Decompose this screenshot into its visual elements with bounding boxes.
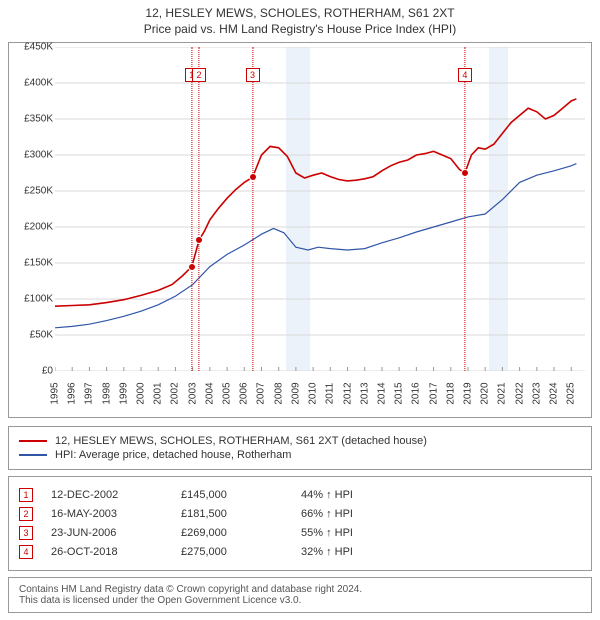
- attribution-footer: Contains HM Land Registry data © Crown c…: [8, 577, 592, 613]
- x-axis-label: 2006: [239, 382, 250, 404]
- x-axis-label: 2005: [222, 382, 233, 404]
- legend-swatch: [19, 440, 47, 442]
- sale-row: 1 12-DEC-2002£145,00044% ↑ HPI: [19, 488, 581, 502]
- sale-marker-box: 2: [192, 68, 206, 82]
- legend-label: HPI: Average price, detached house, Roth…: [55, 449, 291, 461]
- sale-hpi-delta: 66% ↑ HPI: [301, 508, 411, 520]
- x-axis-label: 1996: [67, 382, 78, 404]
- footer-line1: Contains HM Land Registry data © Crown c…: [19, 584, 581, 595]
- sale-marker-dot: [188, 263, 196, 271]
- sale-marker-dot: [461, 169, 469, 177]
- x-axis-label: 2011: [325, 383, 336, 405]
- x-axis-label: 2014: [376, 382, 387, 404]
- x-axis-label: 2010: [308, 382, 319, 404]
- x-axis-label: 2009: [290, 382, 301, 404]
- x-axis-label: 2016: [411, 382, 422, 404]
- x-axis-label: 2023: [531, 382, 542, 404]
- legend-label: 12, HESLEY MEWS, SCHOLES, ROTHERHAM, S61…: [55, 435, 427, 447]
- chart-title-line1: 12, HESLEY MEWS, SCHOLES, ROTHERHAM, S61…: [8, 6, 592, 20]
- x-axis-label: 2004: [204, 382, 215, 404]
- y-axis-label: £400K: [11, 78, 53, 89]
- x-axis-label: 2021: [497, 382, 508, 404]
- x-axis-label: 2020: [480, 382, 491, 404]
- x-axis-label: 2003: [187, 382, 198, 404]
- sale-marker-dot: [249, 173, 257, 181]
- x-axis-label: 2018: [445, 382, 456, 404]
- legend-item: 12, HESLEY MEWS, SCHOLES, ROTHERHAM, S61…: [19, 435, 581, 447]
- x-axis-label: 2012: [342, 382, 353, 404]
- sale-price: £181,500: [181, 508, 301, 520]
- sales-table: 1 12-DEC-2002£145,00044% ↑ HPI 2 16-MAY-200…: [8, 476, 592, 571]
- x-axis-label: 2008: [273, 382, 284, 404]
- sale-price: £275,000: [181, 546, 301, 558]
- sale-date: 16-MAY-2003: [51, 508, 181, 520]
- sale-price: £145,000: [181, 489, 301, 501]
- y-axis-label: £200K: [11, 222, 53, 233]
- y-axis-label: £350K: [11, 114, 53, 125]
- chart-container: 1234 £0£50K£100K£150K£200K£250K£300K£350…: [8, 42, 592, 418]
- footer-line2: This data is licensed under the Open Gov…: [19, 595, 581, 606]
- legend-item: HPI: Average price, detached house, Roth…: [19, 449, 581, 461]
- sale-row-index-icon: 3: [19, 526, 33, 540]
- x-axis-label: 1999: [118, 382, 129, 404]
- sale-row: 2 16-MAY-2003£181,50066% ↑ HPI: [19, 507, 581, 521]
- sale-hpi-delta: 44% ↑ HPI: [301, 489, 411, 501]
- chart-svg: [55, 47, 585, 371]
- sale-marker-line: [198, 47, 199, 371]
- y-axis-label: £150K: [11, 258, 53, 269]
- sale-row-index-icon: 4: [19, 545, 33, 559]
- x-axis-label: 2019: [462, 382, 473, 404]
- sale-row: 4 26-OCT-2018£275,00032% ↑ HPI: [19, 545, 581, 559]
- x-axis-label: 2002: [170, 382, 181, 404]
- x-axis-label: 2007: [256, 382, 267, 404]
- x-axis-label: 2017: [428, 382, 439, 404]
- x-axis-label: 1995: [50, 382, 61, 404]
- sale-hpi-delta: 32% ↑ HPI: [301, 546, 411, 558]
- x-axis-label: 2024: [549, 382, 560, 404]
- legend-swatch: [19, 454, 47, 456]
- chart-legend: 12, HESLEY MEWS, SCHOLES, ROTHERHAM, S61…: [8, 426, 592, 470]
- sale-hpi-delta: 55% ↑ HPI: [301, 527, 411, 539]
- x-axis-label: 1997: [84, 382, 95, 404]
- sale-date: 23-JUN-2006: [51, 527, 181, 539]
- series-line-hpi: [55, 164, 576, 328]
- sale-marker-line: [252, 47, 253, 371]
- x-axis-label: 1998: [101, 382, 112, 404]
- sale-row-index-icon: 1: [19, 488, 33, 502]
- sale-marker-dot: [195, 236, 203, 244]
- y-axis-label: £300K: [11, 150, 53, 161]
- sale-price: £269,000: [181, 527, 301, 539]
- chart-plot-area: 1234: [55, 47, 585, 371]
- sale-date: 12-DEC-2002: [51, 489, 181, 501]
- x-axis-label: 2001: [153, 382, 164, 404]
- y-axis-label: £450K: [11, 42, 53, 53]
- y-axis-label: £100K: [11, 294, 53, 305]
- sale-marker-line: [191, 47, 192, 371]
- sale-row-index-icon: 2: [19, 507, 33, 521]
- sale-row: 3 23-JUN-2006£269,00055% ↑ HPI: [19, 526, 581, 540]
- y-axis-label: £250K: [11, 186, 53, 197]
- y-axis-label: £0: [11, 366, 53, 377]
- sale-marker-line: [464, 47, 465, 371]
- sale-marker-box: 4: [458, 68, 472, 82]
- x-axis-label: 2025: [566, 382, 577, 404]
- sale-marker-box: 3: [246, 68, 260, 82]
- x-axis-label: 2000: [136, 382, 147, 404]
- x-axis-label: 2022: [514, 382, 525, 404]
- x-axis-label: 2015: [394, 382, 405, 404]
- x-axis-label: 2013: [359, 382, 370, 404]
- chart-title-line2: Price paid vs. HM Land Registry's House …: [8, 22, 592, 36]
- chart-title-block: 12, HESLEY MEWS, SCHOLES, ROTHERHAM, S61…: [8, 6, 592, 36]
- y-axis-label: £50K: [11, 330, 53, 341]
- sale-date: 26-OCT-2018: [51, 546, 181, 558]
